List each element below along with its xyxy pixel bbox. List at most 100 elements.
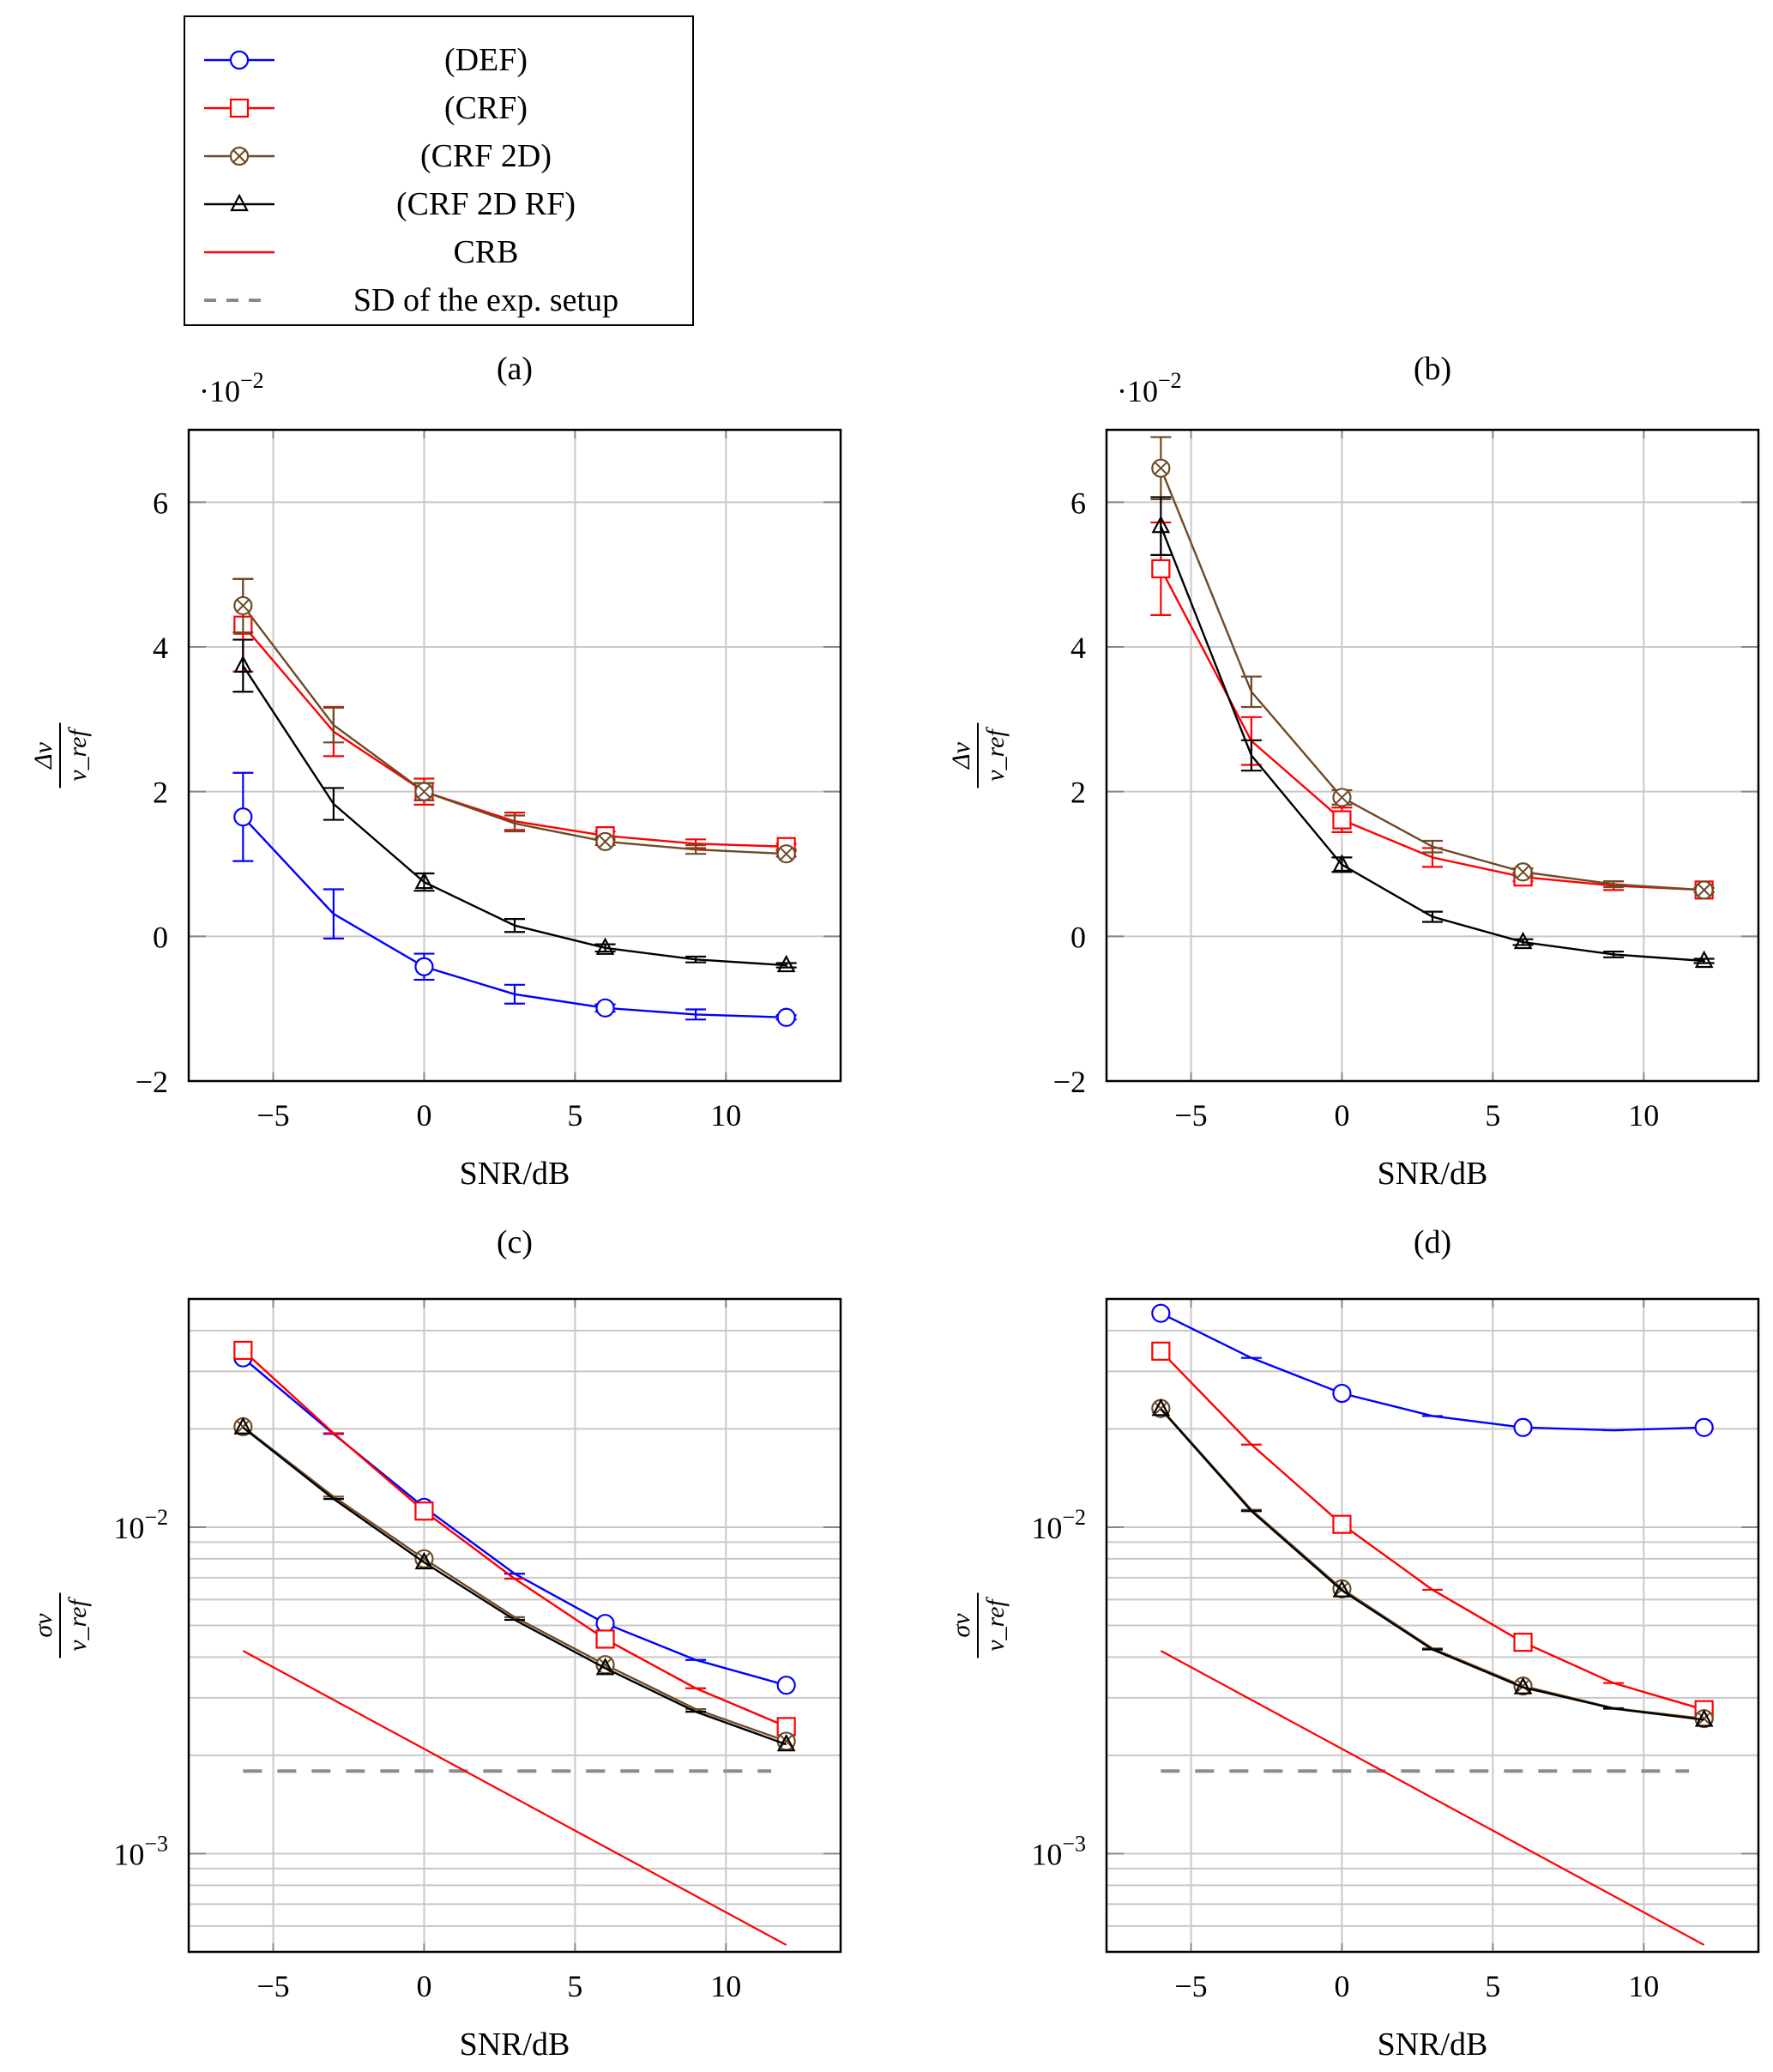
data-point-crf2drf-icon	[1151, 1398, 1171, 1417]
series-crf2d	[233, 1417, 796, 1751]
data-point-crf-icon	[1332, 1514, 1352, 1534]
series-def	[232, 771, 797, 1027]
y-axis-label-numerator: σv	[947, 1613, 975, 1638]
x-tick-label: 5	[567, 1098, 582, 1133]
legend-swatch-crf2d	[204, 146, 274, 166]
series-crf2d	[1150, 436, 1715, 900]
data-point-crf2d-icon	[1332, 788, 1352, 807]
x-tick-label: −5	[1174, 1098, 1207, 1133]
grid	[1107, 430, 1758, 1082]
y-tick-label-exponent: −2	[144, 1505, 168, 1530]
plot-frame	[1105, 428, 1760, 1083]
data-point-crf2d-icon-cross-b	[236, 599, 250, 613]
y-tick-label-base: 10	[113, 1511, 144, 1545]
y-tick-label: 4	[153, 631, 168, 665]
series-crf2d	[1151, 1398, 1714, 1729]
grid	[1107, 1298, 1758, 1953]
panel-title: (d)	[1414, 1224, 1451, 1260]
error-bar-def	[685, 1008, 707, 1021]
legend-marker-crf2d-icon	[229, 146, 250, 166]
data-point-crf-icon	[414, 1501, 434, 1521]
x-tick-label: −5	[1174, 1969, 1207, 2003]
data-point-def-icon	[1151, 1303, 1171, 1323]
data-point-crf2d-icon-cross-b	[779, 847, 793, 861]
y-multiplier-base: ·10	[1117, 374, 1158, 408]
series-line-crf2drf	[242, 1426, 787, 1746]
data-point-crf2drf-icon	[414, 871, 434, 890]
plot-area	[1151, 1303, 1714, 1946]
series-crf2drf	[1150, 496, 1715, 969]
data-point-crf2drf-icon	[1513, 1676, 1533, 1694]
data-point-crf-icon	[595, 1629, 615, 1649]
panel-title: (b)	[1414, 351, 1451, 387]
x-tick-label: 5	[1485, 1098, 1500, 1133]
y-axis-label-denominator: v_ref	[63, 1597, 92, 1652]
x-tick-label: −5	[256, 1098, 289, 1133]
data-point-def-icon	[776, 1676, 796, 1695]
y-axis-label: Δv v_ref	[29, 722, 92, 788]
error-bar-crf2d	[504, 814, 525, 833]
legend-marker-crf-icon	[229, 98, 250, 118]
error-bar-crf2d	[323, 706, 344, 744]
legend-label-sd: SD of the exp. setup	[353, 282, 619, 318]
error-bar-crf2d	[1603, 880, 1625, 889]
y-axis-label-denominator: v_ref	[981, 1597, 1010, 1652]
y-multiplier-base: ·10	[199, 374, 240, 408]
y-tick-label: 10−2	[113, 1505, 168, 1545]
data-point-crf2drf-icon	[776, 954, 796, 973]
y-tick-label: −2	[136, 1065, 168, 1099]
x-axis-label: SNR/dB	[1378, 2027, 1488, 2063]
y-multiplier-label: ·10−2	[1117, 368, 1182, 408]
error-bar-crf2d	[1422, 839, 1443, 854]
data-point-crf2d-icon-cross-b	[1516, 1679, 1530, 1693]
x-axis-label: SNR/dB	[1378, 1156, 1488, 1192]
data-point-crf2d-icon	[1151, 458, 1171, 478]
legend: (DEF) (CRF) (CRF 2D) (CRF 2D RF) CRB SD …	[184, 15, 694, 326]
series-line-crf	[1160, 1350, 1705, 1711]
legend-item-crb: CRB	[185, 228, 692, 276]
data-point-crf2d-icon-cross-b	[598, 835, 612, 849]
y-tick-label: 0	[1070, 920, 1086, 954]
series-line-def	[242, 1356, 787, 1687]
data-point-crf2d-icon-cross-b	[236, 1420, 250, 1434]
y-axis-label-denominator: v_ref	[981, 727, 1010, 782]
legend-item-sd: SD of the exp. setup	[185, 276, 692, 324]
legend-swatch-def	[204, 50, 274, 70]
x-tick-label: 10	[710, 1098, 741, 1133]
legend-item-crf2d: (CRF 2D)	[185, 132, 692, 180]
y-axis-label-numerator: Δv	[29, 741, 57, 770]
y-tick-label-base: 10	[1031, 1837, 1062, 1871]
data-point-def-icon	[595, 1614, 615, 1634]
data-point-crf2drf-icon	[1332, 1580, 1352, 1598]
x-axis-label: SNR/dB	[460, 2027, 570, 2063]
y-tick-label-exponent: −3	[1062, 1831, 1086, 1856]
y-tick-label-base: 10	[1031, 1511, 1062, 1545]
plot-frame	[1105, 1297, 1760, 1954]
grid	[189, 1298, 841, 1953]
data-point-crf-icon	[1332, 810, 1352, 830]
data-point-crf2d-icon-cross-b	[1335, 790, 1349, 805]
series-line-crf2drf	[1160, 525, 1704, 963]
error-bar-crf2drf	[685, 955, 707, 964]
data-point-crf2drf-icon	[233, 1417, 253, 1435]
data-point-crf2d-icon-cross-b	[1516, 865, 1530, 879]
plot-area	[233, 1340, 796, 1946]
legend-swatch-crf	[204, 98, 274, 118]
legend-marker-def-icon	[229, 50, 250, 70]
legend-swatch-crb	[204, 251, 274, 254]
data-point-crf2d-icon	[595, 831, 615, 851]
series-crf	[233, 1340, 796, 1737]
data-point-crf2d-icon-cross-b	[1154, 1401, 1168, 1416]
crb-line	[242, 1650, 787, 1946]
error-bar-def	[504, 983, 525, 1005]
series-crf2d	[232, 577, 797, 864]
y-tick-label-base: 10	[113, 1837, 144, 1871]
data-point-crf-icon	[233, 1340, 253, 1360]
data-point-crf2d-icon	[776, 844, 796, 864]
error-bar-crf2d	[685, 843, 707, 855]
data-point-crf2d-icon-cross-b	[1335, 1582, 1349, 1596]
